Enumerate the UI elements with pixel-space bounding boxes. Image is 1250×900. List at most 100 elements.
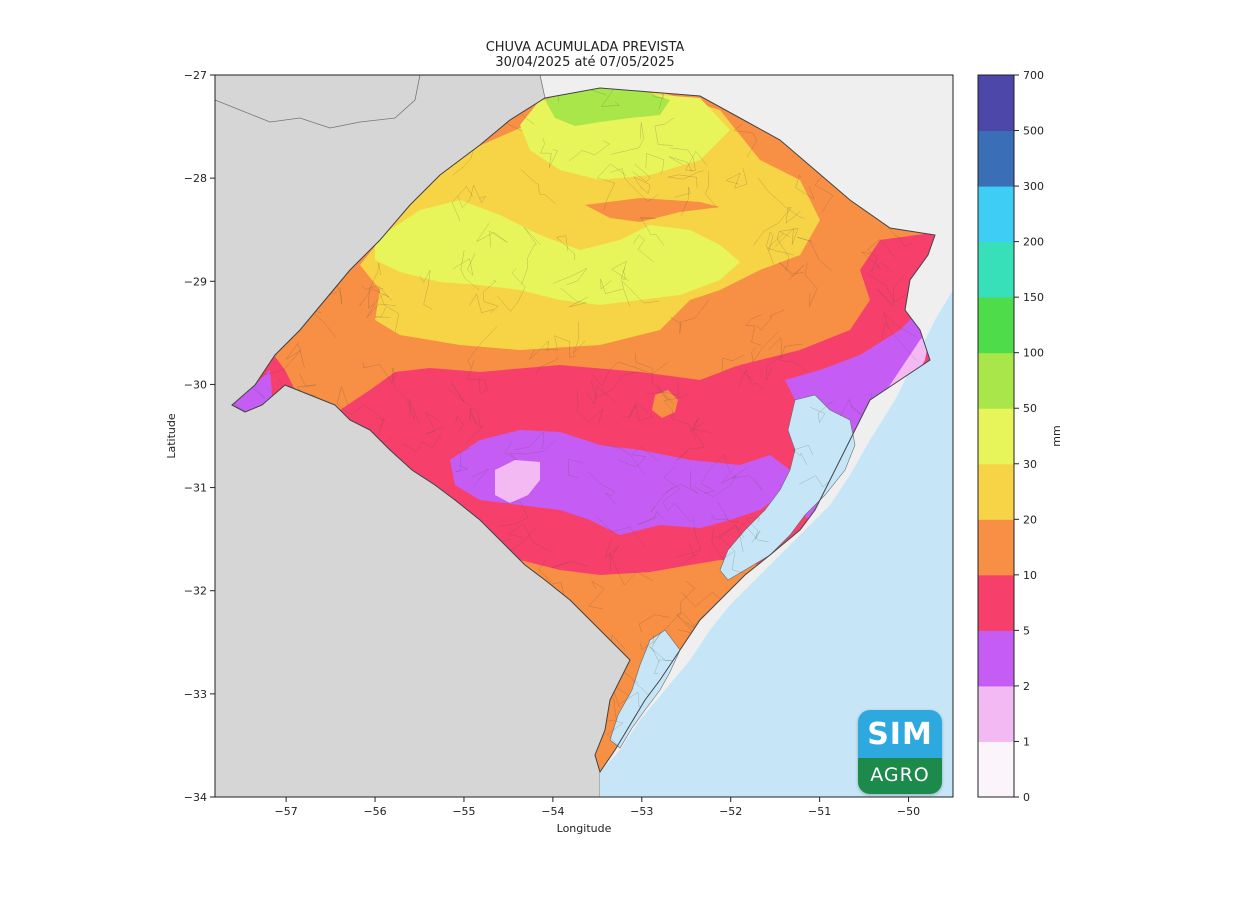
- municipality-border-line: [866, 239, 896, 272]
- band-10-20mm-streak: [585, 198, 720, 222]
- municipality-border-line: [553, 268, 588, 286]
- municipality-border-line: [725, 167, 748, 189]
- municipality-border-line: [572, 322, 586, 354]
- colorbar-segment: [978, 186, 1014, 243]
- municipality-border-line: [596, 163, 627, 211]
- state-border: [231, 87, 936, 774]
- title-line-1: CHUVA ACUMULADA PREVISTA: [485, 40, 685, 55]
- municipality-border-line: [476, 223, 508, 248]
- municipality-border-line: [689, 417, 706, 434]
- band-50-100mm: [545, 88, 670, 126]
- colorbar-tick-label: 700: [1023, 69, 1044, 82]
- municipality-border-line: [651, 632, 661, 663]
- y-tick-label: −27: [184, 69, 207, 82]
- municipality-border-line: [601, 89, 620, 107]
- municipality-border-line: [362, 362, 396, 385]
- municipality-border-line: [778, 261, 805, 281]
- municipality-border-line: [457, 184, 487, 208]
- municipality-border-line: [366, 303, 396, 318]
- municipality-border-line: [611, 260, 629, 282]
- municipality-border-line: [700, 453, 731, 494]
- x-axis: −57 −56 −55 −54 −53 −52 −51 −50: [275, 797, 920, 818]
- municipality-border-line: [618, 445, 660, 468]
- municipality-border-line: [866, 273, 909, 303]
- municipality-border-line: [681, 541, 698, 565]
- y-tick-label: −28: [184, 172, 207, 185]
- municipality-border-line: [540, 137, 558, 168]
- municipality-border-line: [639, 216, 665, 246]
- municipality-border-line: [733, 123, 757, 158]
- atlantic-ocean: [600, 290, 953, 797]
- colorbar-segment: [978, 241, 1014, 298]
- y-tick-label: −31: [184, 482, 207, 495]
- municipality-border-line: [766, 231, 774, 265]
- municipality-border-line: [455, 447, 471, 473]
- municipality-border-line: [797, 236, 833, 272]
- municipality-border-line: [467, 325, 498, 368]
- municipality-border-line: [669, 299, 710, 334]
- y-tick-label: −29: [184, 275, 207, 288]
- municipality-border-line: [604, 538, 620, 559]
- colorbar-tick-label: 2: [1023, 680, 1030, 693]
- municipality-border-line: [669, 156, 693, 173]
- municipality-border-line: [589, 88, 607, 96]
- colorbar-segment: [978, 685, 1014, 742]
- colorbar-tick-label: 100: [1023, 347, 1044, 360]
- colorbar-tick-label: 5: [1023, 624, 1030, 637]
- municipality-border-line: [640, 634, 654, 651]
- colorbar-segment: [978, 574, 1014, 631]
- plot-frame: [214, 74, 954, 798]
- municipality-border-line: [662, 467, 691, 523]
- municipality-border-line: [560, 288, 589, 308]
- municipality-border-line: [795, 174, 815, 200]
- municipality-border-line: [779, 343, 808, 373]
- municipality-border-line: [694, 468, 738, 497]
- municipality-border-line: [596, 719, 624, 748]
- colorbar-segment: [978, 519, 1014, 576]
- municipality-border-line: [756, 309, 785, 331]
- municipality-border-line: [704, 170, 719, 209]
- municipality-border-line: [467, 360, 488, 394]
- municipality-border-line: [446, 382, 481, 428]
- municipality-border-line: [714, 517, 740, 538]
- municipality-border-line: [883, 312, 916, 337]
- x-tick-label: −57: [275, 805, 298, 818]
- x-axis-title: Longitude: [557, 822, 612, 835]
- municipality-border-line: [521, 227, 541, 285]
- municipality-border-line: [861, 251, 881, 269]
- municipality-border-line: [359, 285, 390, 306]
- band-2-5mm-west: [232, 370, 272, 412]
- x-tick-label: −52: [719, 805, 742, 818]
- municipality-border-line: [632, 163, 651, 183]
- colorbar-tick-label: 150: [1023, 291, 1044, 304]
- municipality-border-line: [744, 517, 761, 543]
- municipality-border-line: [576, 389, 604, 426]
- y-tick-label: −30: [184, 378, 207, 391]
- municipality-border-line: [776, 232, 790, 270]
- municipality-border-line: [610, 122, 645, 155]
- municipality-border-line: [642, 88, 664, 110]
- municipality-border-line: [731, 467, 763, 491]
- colorbar-segment: [978, 130, 1014, 187]
- title-line-2: 30/04/2025 até 07/05/2025: [495, 55, 675, 70]
- municipality-border-line: [839, 398, 864, 417]
- municipality-border-line: [751, 331, 779, 363]
- municipality-border-line: [609, 553, 653, 586]
- band-1-2mm-central: [495, 460, 540, 503]
- municipality-border-line: [638, 511, 663, 525]
- colorbar-tick-label: 0: [1023, 791, 1030, 804]
- municipality-border-line: [604, 444, 645, 475]
- municipality-border-line: [664, 470, 699, 494]
- municipality-border-line: [766, 337, 782, 381]
- logo-bottom-text: AGRO: [858, 758, 942, 794]
- y-tick-label: −33: [184, 688, 207, 701]
- x-tick-label: −50: [897, 805, 920, 818]
- logo-top-text: SIM: [858, 710, 942, 758]
- municipality-border-line: [498, 500, 529, 527]
- municipality-border-line: [654, 117, 674, 146]
- colorbar-segment: [978, 352, 1014, 409]
- municipality-border-line: [677, 614, 705, 635]
- municipality-border-line: [752, 207, 801, 246]
- colorbar-tick-label: 300: [1023, 180, 1044, 193]
